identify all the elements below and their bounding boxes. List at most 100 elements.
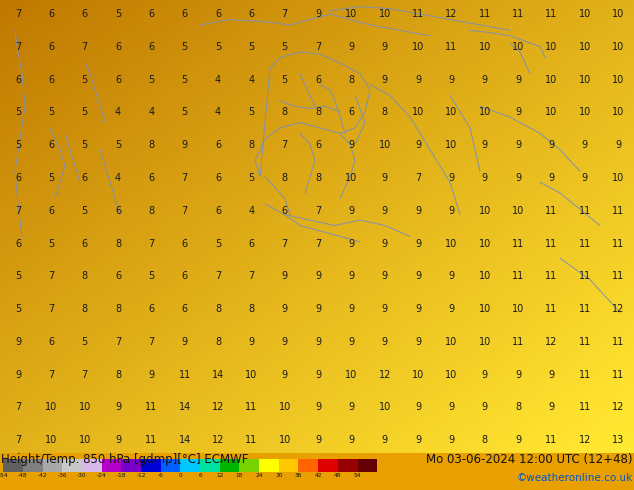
Text: 9: 9 <box>448 74 455 85</box>
Text: 9: 9 <box>382 173 388 183</box>
Text: 9: 9 <box>482 74 488 85</box>
Text: 9: 9 <box>415 140 421 150</box>
Text: 10: 10 <box>79 402 91 413</box>
Text: 9: 9 <box>315 402 321 413</box>
Text: 5: 5 <box>148 271 155 281</box>
Text: 7: 7 <box>315 239 321 248</box>
Text: 4: 4 <box>215 107 221 118</box>
Bar <box>358 459 377 471</box>
Text: 9: 9 <box>615 140 621 150</box>
Text: 11: 11 <box>179 369 191 380</box>
Text: 12: 12 <box>216 473 223 478</box>
Bar <box>240 459 259 471</box>
Text: 10: 10 <box>278 435 291 445</box>
Text: 10: 10 <box>45 402 58 413</box>
Text: 4: 4 <box>148 107 155 118</box>
Text: 7: 7 <box>281 140 288 150</box>
Text: 10: 10 <box>579 74 591 85</box>
Text: 10: 10 <box>479 304 491 314</box>
Text: 10: 10 <box>245 369 257 380</box>
Text: 10: 10 <box>412 42 424 52</box>
Text: 5: 5 <box>248 173 254 183</box>
Text: 18: 18 <box>236 473 243 478</box>
Text: 9: 9 <box>348 42 354 52</box>
Bar <box>200 459 220 471</box>
Text: -48: -48 <box>18 473 28 478</box>
Text: 10: 10 <box>512 206 524 216</box>
Text: 6: 6 <box>48 337 55 347</box>
Text: 6: 6 <box>82 173 87 183</box>
Text: 8: 8 <box>315 173 321 183</box>
Text: 6: 6 <box>15 74 21 85</box>
Text: 8: 8 <box>215 304 221 314</box>
Text: 9: 9 <box>249 337 254 347</box>
Text: 6: 6 <box>82 9 87 19</box>
Text: 9: 9 <box>415 206 421 216</box>
Text: 9: 9 <box>515 140 521 150</box>
Text: 10: 10 <box>445 140 458 150</box>
Text: 12: 12 <box>545 337 557 347</box>
Text: 5: 5 <box>15 140 21 150</box>
Text: 9: 9 <box>515 74 521 85</box>
Text: 10: 10 <box>579 107 591 118</box>
Text: 5: 5 <box>281 42 288 52</box>
Text: 6: 6 <box>215 173 221 183</box>
Text: 9: 9 <box>315 337 321 347</box>
Text: 9: 9 <box>382 435 388 445</box>
Text: 9: 9 <box>382 42 388 52</box>
Text: 6: 6 <box>48 74 55 85</box>
Text: 11: 11 <box>612 369 624 380</box>
Text: 5: 5 <box>15 107 21 118</box>
Text: 9: 9 <box>348 239 354 248</box>
Text: 10: 10 <box>345 9 358 19</box>
Text: 14: 14 <box>212 369 224 380</box>
Text: 9: 9 <box>548 173 554 183</box>
Text: 0: 0 <box>179 473 182 478</box>
Text: 6: 6 <box>148 9 155 19</box>
Text: 10: 10 <box>579 42 591 52</box>
Text: 7: 7 <box>82 369 87 380</box>
Text: 10: 10 <box>612 107 624 118</box>
Text: 11: 11 <box>579 337 591 347</box>
Text: 9: 9 <box>348 140 354 150</box>
Text: 11: 11 <box>545 9 557 19</box>
Text: 10: 10 <box>479 337 491 347</box>
Text: 6: 6 <box>181 239 188 248</box>
Text: 9: 9 <box>181 337 188 347</box>
Text: -6: -6 <box>158 473 164 478</box>
Text: 5: 5 <box>82 206 87 216</box>
Text: 12: 12 <box>612 304 624 314</box>
Text: 8: 8 <box>315 107 321 118</box>
Text: 5: 5 <box>215 239 221 248</box>
Text: 9: 9 <box>382 271 388 281</box>
Text: 10: 10 <box>612 9 624 19</box>
Text: 12: 12 <box>578 435 591 445</box>
Text: 7: 7 <box>315 206 321 216</box>
Text: 6: 6 <box>315 74 321 85</box>
Text: 11: 11 <box>612 206 624 216</box>
Text: 9: 9 <box>281 369 288 380</box>
Text: 5: 5 <box>115 9 121 19</box>
Text: 6: 6 <box>148 42 155 52</box>
Text: 9: 9 <box>448 271 455 281</box>
Text: 10: 10 <box>45 435 58 445</box>
Text: 10: 10 <box>378 9 391 19</box>
Text: -36: -36 <box>58 473 67 478</box>
Text: 9: 9 <box>415 435 421 445</box>
Text: 9: 9 <box>115 402 121 413</box>
Text: 10: 10 <box>479 239 491 248</box>
Text: 10: 10 <box>512 42 524 52</box>
Text: 8: 8 <box>148 206 155 216</box>
Text: 7: 7 <box>15 9 21 19</box>
Text: 9: 9 <box>548 402 554 413</box>
Text: 8: 8 <box>348 74 354 85</box>
Text: 9: 9 <box>482 173 488 183</box>
Text: 7: 7 <box>281 9 288 19</box>
Text: 6: 6 <box>115 206 121 216</box>
Text: 12: 12 <box>612 402 624 413</box>
Text: 8: 8 <box>115 304 121 314</box>
Text: 11: 11 <box>545 206 557 216</box>
Text: 5: 5 <box>82 140 87 150</box>
Text: 7: 7 <box>215 271 221 281</box>
Text: 8: 8 <box>281 107 288 118</box>
